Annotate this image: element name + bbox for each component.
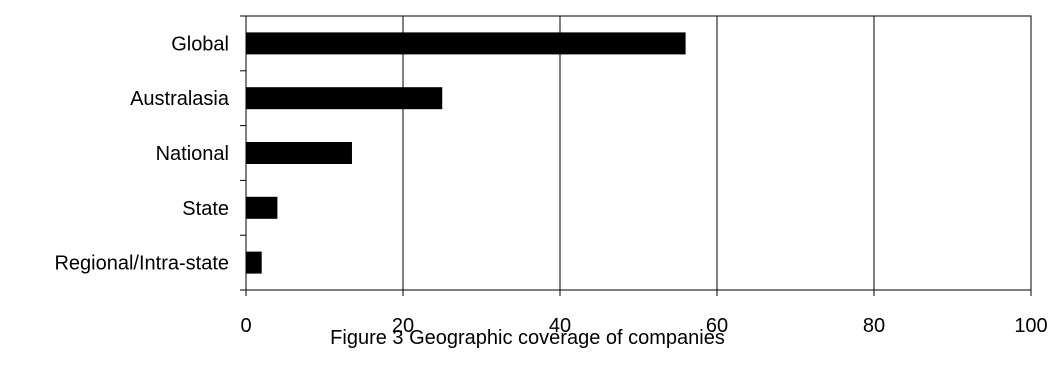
x-tick-label: 40 [549,315,571,337]
gridlines [402,16,1032,290]
category-label: State [182,198,229,220]
figure-caption: Figure 3 Geographic coverage of companie… [330,327,725,349]
x-tick-label: 80 [863,315,885,337]
axes [240,15,1032,296]
bar [246,87,443,110]
x-tick-label: 0 [240,315,251,337]
category-label: Australasia [130,88,230,110]
x-tick-label: 60 [706,315,728,337]
bar [246,251,262,274]
bars [246,32,686,274]
category-labels: Global Australasia National State Regional/I… [54,33,229,274]
category-label: Global [171,33,229,55]
x-tick-label: 100 [1014,315,1047,337]
bar [246,142,352,164]
category-label: Regional/Intra-state [54,253,229,275]
category-label: National [156,143,229,165]
bar [246,196,278,219]
bar [246,32,686,55]
plot-frame [245,15,1032,291]
x-tick-label: 20 [392,315,414,337]
x-tick-labels: 0 20 40 60 80 100 [240,315,1047,337]
